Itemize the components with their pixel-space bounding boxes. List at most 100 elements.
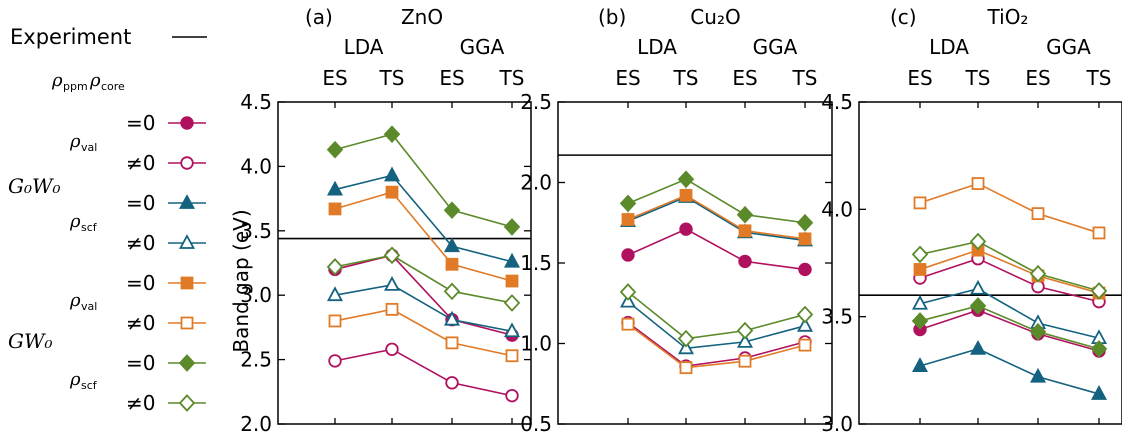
series-5 bbox=[621, 188, 812, 246]
data-point bbox=[1031, 207, 1045, 221]
x-category-label: TS bbox=[792, 66, 818, 90]
data-point bbox=[798, 262, 812, 277]
series-line bbox=[627, 301, 806, 350]
data-point bbox=[969, 339, 987, 355]
panel-label: (c) bbox=[890, 5, 917, 29]
x-category-label: ES bbox=[732, 66, 757, 90]
series-line bbox=[919, 348, 1100, 395]
data-point bbox=[383, 125, 401, 144]
data-point bbox=[328, 314, 342, 328]
legend-setting-1: =0 bbox=[126, 111, 155, 135]
svg-text:scf: scf bbox=[81, 379, 98, 392]
svg-text:ρ: ρ bbox=[69, 369, 81, 390]
svg-text:ρ: ρ bbox=[89, 70, 101, 91]
legend-marker-6 bbox=[180, 316, 194, 330]
data-point bbox=[328, 354, 342, 368]
series-line bbox=[334, 133, 513, 228]
data-point bbox=[503, 294, 521, 312]
x-category-label: ES bbox=[439, 66, 464, 90]
data-point bbox=[326, 180, 344, 196]
data-point bbox=[911, 312, 929, 330]
data-point bbox=[503, 218, 521, 236]
series-2 bbox=[328, 342, 519, 403]
data-point bbox=[445, 257, 459, 271]
data-point bbox=[911, 245, 929, 264]
data-point bbox=[385, 185, 399, 199]
series-line bbox=[334, 284, 513, 333]
legend-setting-2: ≠0 bbox=[126, 151, 155, 175]
svg-text:ρ: ρ bbox=[51, 70, 63, 91]
data-point bbox=[736, 205, 754, 224]
series-line bbox=[334, 254, 513, 336]
x-category-label: TS bbox=[499, 66, 525, 90]
data-point bbox=[1029, 322, 1047, 341]
data-point bbox=[796, 213, 814, 232]
data-point bbox=[621, 317, 635, 331]
data-point bbox=[621, 248, 635, 262]
panel-2: 0.5 1.0 1.5 2.0 2.5 ES TS ES TS LDA GGA (b) Cu₂O bbox=[520, 5, 833, 433]
data-point bbox=[971, 177, 985, 190]
data-point bbox=[1092, 226, 1106, 240]
data-point bbox=[505, 388, 519, 403]
data-point bbox=[445, 336, 459, 350]
data-point bbox=[1031, 279, 1045, 294]
data-point bbox=[619, 194, 637, 213]
data-point bbox=[1090, 385, 1108, 400]
data-point bbox=[736, 321, 754, 340]
y-tick-label: 2.5 bbox=[520, 90, 552, 114]
data-point bbox=[619, 283, 637, 301]
data-point bbox=[738, 254, 752, 269]
svg-text:ρ: ρ bbox=[69, 211, 81, 232]
y-tick-label: 3.0 bbox=[821, 412, 853, 433]
data-point bbox=[503, 252, 521, 268]
y-tick-label: 2.0 bbox=[520, 171, 552, 195]
series-1 bbox=[913, 303, 1106, 358]
data-point bbox=[443, 310, 461, 326]
group-label: LDA bbox=[344, 35, 384, 59]
data-point bbox=[969, 297, 987, 315]
legend-marker-8 bbox=[178, 394, 196, 412]
series-8 bbox=[619, 283, 814, 348]
series-6 bbox=[621, 317, 812, 375]
legend-setting-7: =0 bbox=[126, 351, 155, 375]
legend-rho-scf-1: ρ scf bbox=[69, 211, 98, 234]
series-line bbox=[334, 174, 513, 263]
legend-marker-3 bbox=[178, 194, 196, 209]
series-8 bbox=[326, 246, 521, 312]
data-point bbox=[1029, 367, 1047, 383]
svg-text:scf: scf bbox=[81, 221, 98, 234]
legend-markers bbox=[168, 116, 206, 412]
legend-marker-1 bbox=[180, 116, 194, 130]
series-line bbox=[334, 348, 513, 397]
series-6 bbox=[328, 302, 519, 363]
x-category-label: TS bbox=[673, 66, 699, 90]
data-point bbox=[798, 232, 812, 246]
x-category-label: ES bbox=[907, 66, 932, 90]
data-point bbox=[679, 361, 693, 375]
data-point bbox=[798, 338, 812, 352]
data-point bbox=[443, 237, 461, 253]
x-category-label: ES bbox=[322, 66, 347, 90]
series-line bbox=[919, 240, 1100, 292]
y-tick-label: 4.5 bbox=[240, 90, 272, 114]
group-label: LDA bbox=[637, 35, 677, 59]
series-line bbox=[919, 287, 1100, 339]
legend-setting-3: =0 bbox=[126, 191, 155, 215]
legend-experiment-label: Experiment bbox=[10, 25, 131, 49]
x-category-label: TS bbox=[379, 66, 405, 90]
series-line bbox=[627, 196, 806, 242]
y-tick-label: 4.0 bbox=[240, 154, 272, 178]
data-point bbox=[503, 322, 521, 338]
legend-rho-val-1: ρ val bbox=[69, 131, 97, 154]
legend-method-gw0: GW₀ bbox=[8, 329, 53, 353]
x-category-label: TS bbox=[965, 66, 991, 90]
series-line bbox=[627, 194, 806, 240]
series-line bbox=[919, 257, 1100, 303]
data-point bbox=[383, 276, 401, 291]
data-point bbox=[1090, 282, 1108, 300]
series-line bbox=[919, 309, 1100, 352]
legend-setting-6: ≠0 bbox=[126, 311, 155, 335]
svg-text:ρ: ρ bbox=[69, 131, 81, 152]
y-axis-label: Band gap (eV) bbox=[229, 209, 253, 352]
